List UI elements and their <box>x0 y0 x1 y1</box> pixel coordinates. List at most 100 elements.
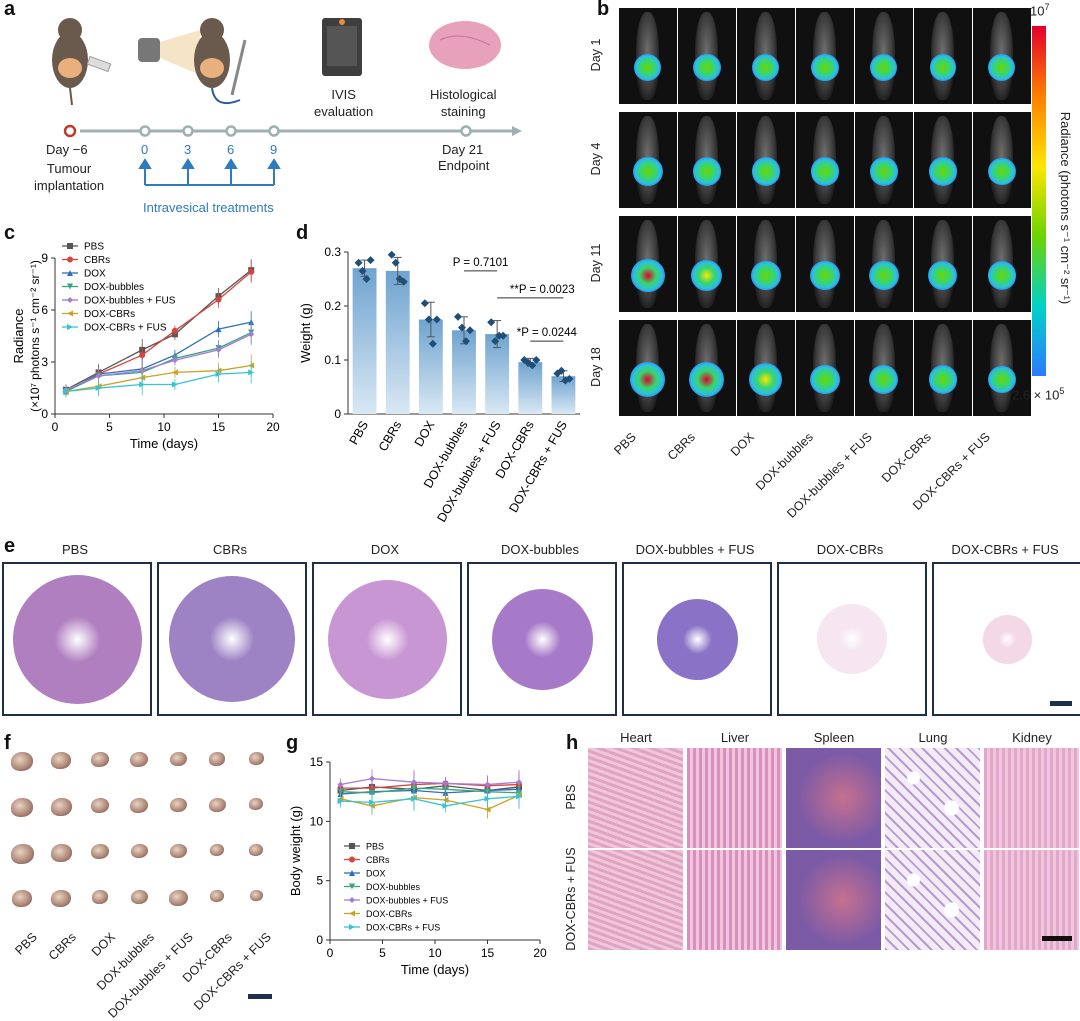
ivis-image-grid: Day 1 Day 4 Day 11 Day 18 PBS CBRs DOX DOX-bubb… <box>589 0 1080 530</box>
legend-entry: CBRs <box>366 855 390 865</box>
y-axis-title-units: (×10⁷ photons s⁻¹ cm⁻² sr⁻¹) <box>28 260 42 412</box>
y-tick-label: 0 <box>334 407 341 421</box>
data-point <box>428 339 437 348</box>
ivis-mouse-image <box>737 320 795 416</box>
legend-entry: DOX <box>366 869 386 879</box>
bioluminescence-signal <box>928 157 957 186</box>
ivis-mouse-image <box>678 320 736 416</box>
excised-bladder <box>249 798 263 810</box>
group-label: DOX-CBRs + FUS <box>191 930 274 1013</box>
bioluminescence-signal <box>869 365 899 395</box>
timeline-day-3: 3 <box>184 142 192 157</box>
group-label: CBRs <box>664 430 698 463</box>
x-tick-label: 5 <box>106 420 113 434</box>
panel-label-a: a <box>4 0 16 20</box>
data-point <box>484 795 491 802</box>
data-point <box>458 323 466 332</box>
data-point <box>337 781 344 788</box>
ivis-mouse-image <box>796 216 854 312</box>
timeline-day-0: 0 <box>141 142 149 157</box>
y-axis-title: Weight (g) <box>298 303 313 363</box>
tumour-tissue <box>982 614 1032 664</box>
series-line <box>340 777 520 786</box>
organ-label: Liver <box>720 730 750 745</box>
histology-image <box>984 748 1079 848</box>
bar <box>485 334 510 414</box>
legend-marker <box>67 324 73 330</box>
mouse-illustration <box>52 18 112 106</box>
x-tick-label: 10 <box>157 420 171 434</box>
bioluminescence-signal <box>752 54 780 81</box>
excised-bladder <box>11 752 33 771</box>
he-bladder-section <box>157 562 307 716</box>
legend-entry: DOX-CBRs + FUS <box>84 323 167 334</box>
data-point <box>466 326 474 335</box>
bioluminescence-signal <box>749 362 783 397</box>
bioluminescence-signal <box>689 361 725 398</box>
scale-bar <box>248 994 272 999</box>
data-point <box>399 277 408 286</box>
data-point <box>171 357 178 364</box>
treatment-arrows <box>138 158 281 186</box>
legend-entry: DOX-bubbles + FUS <box>84 296 176 307</box>
panel-label-g: g <box>286 732 299 754</box>
bioluminescence-signal <box>810 157 839 186</box>
bioluminescence-signal <box>634 54 662 81</box>
x-axis-title: Time (days) <box>401 962 469 977</box>
radiance-colorbar <box>1032 26 1046 376</box>
excised-bladder <box>169 752 187 767</box>
data-point <box>362 275 371 283</box>
data-point <box>62 388 69 395</box>
group-label: DOX-bubbles + FUS <box>784 430 875 521</box>
x-tick-label: 0 <box>52 420 59 434</box>
legend-marker <box>349 883 355 890</box>
series-line <box>65 269 252 391</box>
organ-histology-grid: Heart Liver Spleen Lung Kidney PBS DOX-CBRs + … <box>560 730 1080 965</box>
data-point <box>366 256 375 265</box>
bioluminescence-signal <box>750 260 781 291</box>
ivis-mouse-image <box>678 8 736 104</box>
panel-label-h: h <box>566 732 579 754</box>
ivis-mouse-image <box>737 8 795 104</box>
timeline-day-minus6: Day −6 <box>46 142 88 157</box>
excised-bladder <box>91 798 109 814</box>
data-point <box>391 258 400 267</box>
excised-bladder <box>209 752 225 766</box>
organ-label: Heart <box>620 730 652 745</box>
ivis-imager-icon <box>322 18 362 76</box>
excised-bladder <box>249 844 263 856</box>
ivis-label: IVIS evaluation <box>314 87 374 119</box>
excised-bladder <box>50 844 72 862</box>
tumour-tissue <box>656 598 738 680</box>
legend-entry: DOX <box>84 269 106 280</box>
legend-entry: CBRs <box>84 255 110 266</box>
body-weight-line-chart: 0 5 10 15 20 0 5 10 15 Time (days) Body weight (g)… <box>288 755 547 977</box>
data-point <box>171 369 178 376</box>
data-point <box>139 381 146 388</box>
y-tick-label: 0 <box>316 933 323 947</box>
bioluminescence-signal <box>988 54 1016 81</box>
legend-entry: DOX-bubbles + FUS <box>366 896 448 906</box>
data-point <box>484 806 491 813</box>
legend-marker <box>67 310 73 317</box>
y-tick-label: 0 <box>41 407 48 421</box>
y-axis-title: Body weight (g) <box>288 806 303 896</box>
series-line <box>340 787 520 794</box>
data-point <box>215 326 222 333</box>
group-label: DOX-CBRs + FUS <box>910 430 993 513</box>
bioluminescence-signal <box>987 261 1016 290</box>
series-dox-cbrs-fus <box>337 783 522 813</box>
group-label: PBS <box>12 930 40 958</box>
data-point <box>516 779 522 786</box>
legend-marker <box>349 856 355 863</box>
data-point <box>553 369 562 378</box>
bioluminescence-signal <box>868 260 899 291</box>
tumour-tissue <box>491 588 593 690</box>
legend-entry: DOX-bubbles <box>84 282 144 293</box>
excised-bladder <box>208 798 226 813</box>
ivis-mouse-image <box>855 320 913 416</box>
histology-image <box>687 850 782 950</box>
organ-label: Kidney <box>1012 730 1052 745</box>
group-label: CBRs <box>45 930 79 963</box>
mouse-illustration-2 <box>194 18 247 104</box>
